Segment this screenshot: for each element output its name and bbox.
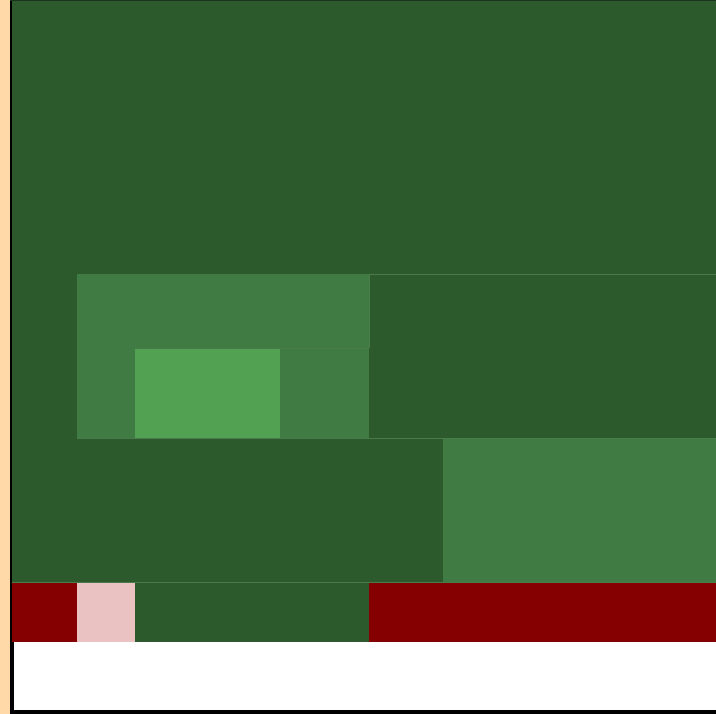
grid-line-h1 xyxy=(369,274,716,275)
grid-line-h4 xyxy=(135,348,369,349)
grid-line-h3 xyxy=(10,582,716,583)
right-grass-block[interactable] xyxy=(443,438,716,582)
lava-strip-left[interactable] xyxy=(10,583,77,642)
grid-line-h2 xyxy=(77,438,716,439)
left-edge-stripe xyxy=(0,0,10,714)
empty-bottom-panel xyxy=(10,642,716,714)
bottom-grass-tile[interactable] xyxy=(135,583,369,642)
board-border-left xyxy=(10,0,12,714)
grid-line-v1 xyxy=(369,274,370,348)
highlight-grass-tile[interactable] xyxy=(135,348,280,438)
pink-tile[interactable] xyxy=(77,583,135,642)
board-border-top xyxy=(10,0,716,1)
lava-strip-right[interactable] xyxy=(369,583,716,642)
